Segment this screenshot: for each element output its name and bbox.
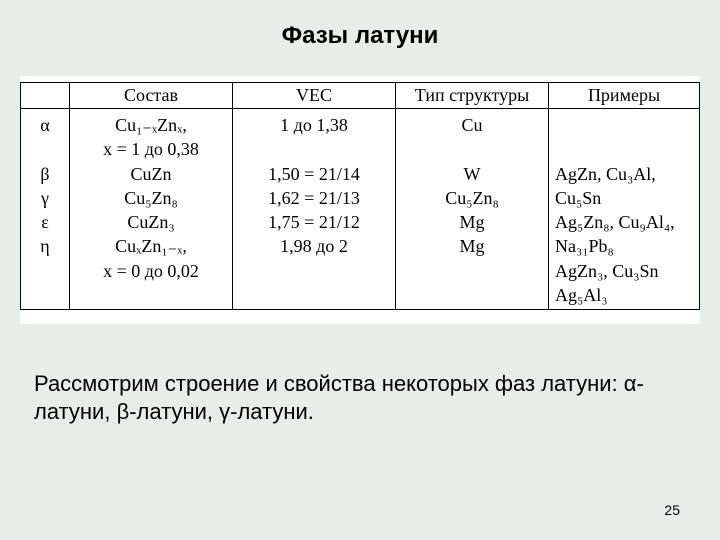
table-container: Состав VEC Тип структуры Примеры α β γ ε…	[20, 76, 700, 324]
table-body-row: α β γ ε η Cu₁₋ₓZnₓ, x = 1 до 0,38 CuZn C…	[21, 109, 700, 310]
col-composition-header: Состав	[70, 83, 233, 109]
col-structure-header: Тип структуры	[396, 83, 549, 109]
cell-structure: Cu W Cu₅Zn₈ Mg Mg	[396, 109, 549, 310]
cell-composition: Cu₁₋ₓZnₓ, x = 1 до 0,38 CuZn Cu₅Zn₈ CuZn…	[70, 109, 233, 310]
page-number: 25	[664, 502, 680, 518]
col-examples-header: Примеры	[549, 83, 700, 109]
slide-title: Фазы латуни	[0, 0, 720, 76]
col-phase-header	[21, 83, 70, 109]
cell-phase: α β γ ε η	[21, 109, 70, 310]
table-header-row: Состав VEC Тип структуры Примеры	[21, 83, 700, 109]
cell-examples: AgZn, Cu₃Al, Cu₅Sn Ag₅Zn₈, Cu₉Al₄, Na₃₁P…	[549, 109, 700, 310]
cell-vec: 1 до 1,38 1,50 = 21/14 1,62 = 21/13 1,75…	[233, 109, 396, 310]
phases-table: Состав VEC Тип структуры Примеры α β γ ε…	[20, 82, 700, 310]
body-text: Рассмотрим строение и свойства некоторых…	[0, 324, 720, 425]
slide: Фазы латуни Состав VEC Тип структуры При…	[0, 0, 720, 540]
col-vec-header: VEC	[233, 83, 396, 109]
